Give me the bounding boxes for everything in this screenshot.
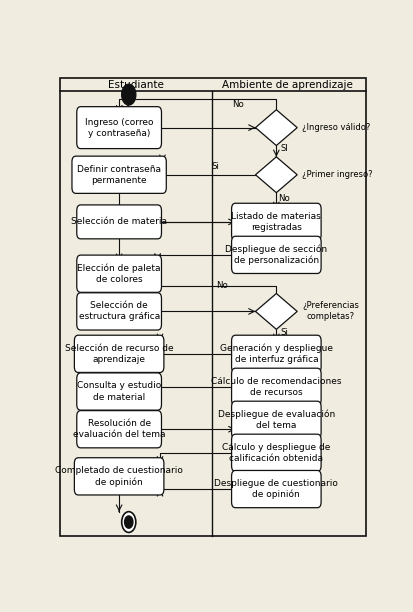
Text: Listado de materias
registradas: Listado de materias registradas [231,212,320,232]
FancyBboxPatch shape [231,434,320,471]
FancyBboxPatch shape [231,401,320,438]
FancyBboxPatch shape [76,411,161,448]
FancyBboxPatch shape [76,205,161,239]
Text: Selección de recurso de
aprendizaje: Selección de recurso de aprendizaje [65,344,173,364]
Text: Si: Si [280,328,287,337]
Text: Estudiante: Estudiante [108,80,164,90]
FancyBboxPatch shape [231,203,320,241]
Text: No: No [278,194,290,203]
Text: SI: SI [280,144,287,154]
Text: Cálculo de recomendaciones
de recursos: Cálculo de recomendaciones de recursos [211,377,341,397]
Polygon shape [255,294,297,329]
Text: Cálculo y despliegue de
calificación obtenida: Cálculo y despliegue de calificación obt… [222,442,330,463]
Text: Selección de
estructura gráfica: Selección de estructura gráfica [78,301,159,321]
Text: Selección de materia: Selección de materia [71,217,167,226]
Circle shape [124,516,133,528]
Text: Despliegue de evaluación
del tema: Despliegue de evaluación del tema [217,409,334,430]
FancyBboxPatch shape [72,156,166,193]
Text: ¿Ingreso válido?: ¿Ingreso válido? [301,123,370,132]
Text: Despliegue de cuestionario
de opinión: Despliegue de cuestionario de opinión [214,479,337,499]
Text: Completado de cuestionario
de opinión: Completado de cuestionario de opinión [55,466,183,487]
Text: Despliegue de sección
de personalización: Despliegue de sección de personalización [225,244,327,266]
Text: Elección de paleta
de colores: Elección de paleta de colores [77,263,161,284]
Text: Ambiente de aprendizaje: Ambiente de aprendizaje [222,80,352,90]
Text: Ingreso (correo
y contraseña): Ingreso (correo y contraseña) [85,118,153,138]
Polygon shape [255,110,297,146]
Text: ¿Preferencias
completas?: ¿Preferencias completas? [301,301,358,321]
FancyBboxPatch shape [231,335,320,373]
FancyBboxPatch shape [76,293,161,330]
FancyBboxPatch shape [231,236,320,274]
FancyBboxPatch shape [76,373,161,410]
FancyBboxPatch shape [231,368,320,405]
Circle shape [121,512,135,532]
FancyBboxPatch shape [76,106,161,149]
Text: Si: Si [211,162,219,171]
Text: No: No [216,280,227,289]
Circle shape [121,84,135,105]
FancyBboxPatch shape [231,471,320,508]
Text: Definir contraseña
permanente: Definir contraseña permanente [77,165,161,185]
Text: ¿Primer ingreso?: ¿Primer ingreso? [301,170,372,179]
FancyBboxPatch shape [76,255,161,293]
FancyBboxPatch shape [74,458,164,495]
Text: Resolución de
evaluación del tema: Resolución de evaluación del tema [73,419,165,439]
FancyBboxPatch shape [74,335,164,373]
Text: No: No [231,100,243,108]
Text: Generación y despliegue
de interfuz gráfica: Generación y despliegue de interfuz gráf… [219,343,332,364]
Polygon shape [255,157,297,193]
Text: Consulta y estudio
de material: Consulta y estudio de material [77,381,161,401]
